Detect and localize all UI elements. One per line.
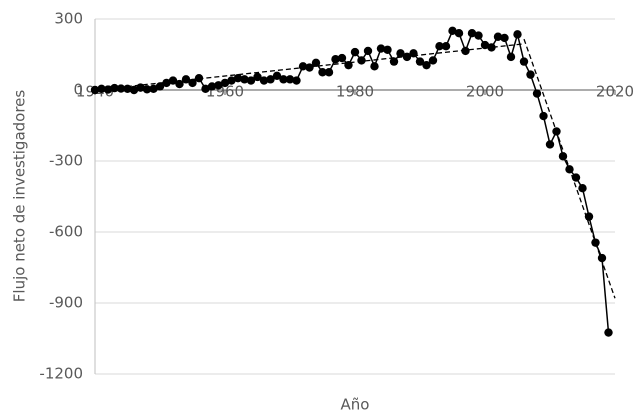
data-point xyxy=(461,46,470,56)
data-point xyxy=(422,60,431,70)
data-point xyxy=(539,111,548,121)
data-point xyxy=(350,47,360,57)
data-point xyxy=(571,173,581,182)
data-point xyxy=(454,29,464,38)
data-point xyxy=(370,62,379,71)
data-point xyxy=(142,85,152,94)
data-point xyxy=(428,56,438,65)
data-point xyxy=(474,31,483,40)
data-point xyxy=(578,184,587,193)
y-tick-label: -900 xyxy=(49,294,83,312)
data-point xyxy=(552,127,561,136)
data-point xyxy=(467,29,477,38)
y-axis-title: Flujo neto de investigadores xyxy=(11,90,29,303)
x-tick-label: 2000 xyxy=(466,83,504,101)
data-point xyxy=(162,78,171,88)
y-tick-label: 0 xyxy=(73,81,83,99)
data-point xyxy=(194,73,204,83)
data-point xyxy=(90,85,100,95)
data-point xyxy=(305,63,314,72)
data-point xyxy=(181,75,191,84)
data-point xyxy=(155,82,165,91)
data-point xyxy=(487,43,496,52)
data-point xyxy=(448,26,457,36)
data-point xyxy=(545,140,555,149)
data-point xyxy=(363,46,373,56)
data-point xyxy=(506,52,516,62)
x-tick-label: 2020 xyxy=(596,83,634,101)
data-point xyxy=(214,81,223,90)
data-point xyxy=(597,253,607,263)
data-point xyxy=(279,75,288,84)
data-point xyxy=(272,71,282,81)
data-point xyxy=(519,57,529,66)
data-point xyxy=(331,55,340,64)
data-point xyxy=(240,75,249,84)
data-point xyxy=(357,56,366,65)
data-point xyxy=(318,68,327,77)
data-point xyxy=(123,84,132,94)
y-tick-label: -600 xyxy=(49,223,83,241)
data-point xyxy=(266,75,275,84)
data-point xyxy=(136,83,145,92)
data-point xyxy=(246,76,256,85)
data-point xyxy=(116,84,126,93)
y-tick-label: -300 xyxy=(49,152,83,170)
data-point xyxy=(207,82,217,91)
data-point xyxy=(253,72,262,82)
y-tick-label: -1200 xyxy=(39,365,83,383)
data-point xyxy=(480,40,490,50)
data-point xyxy=(415,57,425,66)
data-point xyxy=(311,58,321,67)
data-point xyxy=(129,85,139,95)
data-point xyxy=(500,33,509,43)
data-point xyxy=(584,212,594,221)
data-point xyxy=(220,78,230,88)
data-point xyxy=(110,83,119,93)
data-point xyxy=(526,70,535,79)
data-point xyxy=(441,42,451,51)
data-point xyxy=(103,85,113,94)
data-point xyxy=(298,62,308,71)
x-axis-title: Año xyxy=(341,396,370,414)
data-point xyxy=(604,328,613,337)
data-point xyxy=(532,89,542,98)
data-point xyxy=(324,68,334,77)
data-point xyxy=(435,42,444,51)
data-point xyxy=(513,30,522,39)
data-point xyxy=(175,79,184,89)
data-point xyxy=(396,49,405,58)
data-point xyxy=(591,238,600,247)
data-point xyxy=(409,49,418,58)
data-point xyxy=(285,75,295,84)
data-point xyxy=(233,73,243,83)
data-point xyxy=(259,76,269,85)
x-tick-label: 1980 xyxy=(336,83,374,101)
data-point xyxy=(168,76,178,85)
data-point xyxy=(344,60,353,70)
data-point xyxy=(337,53,347,63)
data-point xyxy=(383,45,392,54)
data-point xyxy=(565,165,574,174)
data-point xyxy=(227,76,236,85)
data-point xyxy=(149,84,158,94)
y-tick-label: 300 xyxy=(54,10,83,28)
data-point xyxy=(402,52,412,62)
data-point xyxy=(292,76,301,85)
data-point xyxy=(376,44,386,53)
data-point xyxy=(201,84,210,94)
data-point xyxy=(493,32,503,41)
data-point xyxy=(188,78,197,88)
data-point xyxy=(558,152,568,161)
data-point xyxy=(389,57,399,66)
data-point xyxy=(97,84,106,94)
